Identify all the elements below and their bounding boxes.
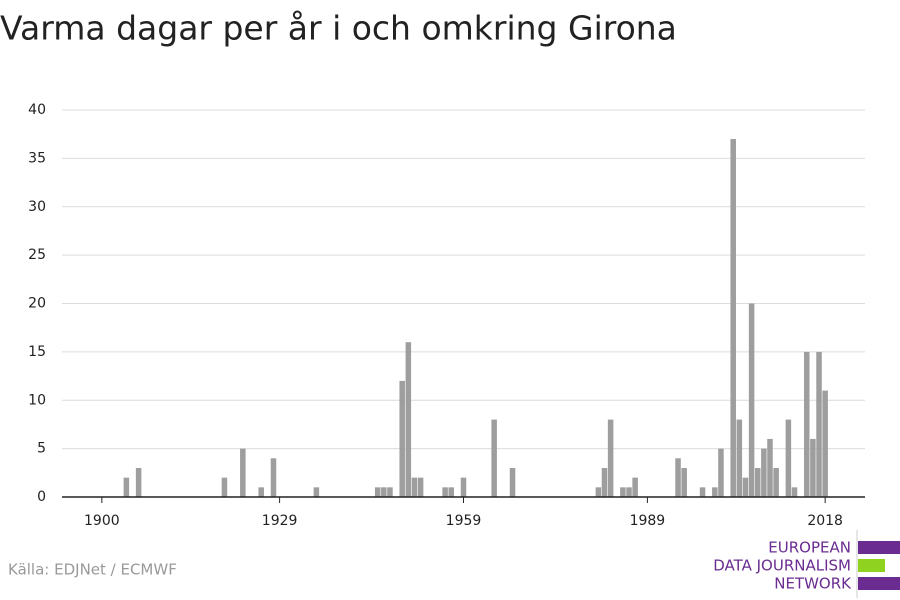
- x-tick-label: 2018: [807, 513, 843, 529]
- y-tick-label: 40: [28, 102, 46, 118]
- bar: [742, 477, 749, 497]
- y-tick-label: 35: [28, 150, 46, 166]
- y-tick-label: 15: [28, 344, 46, 360]
- y-tick-label: 20: [28, 296, 46, 312]
- bar: [626, 487, 632, 497]
- bar: [123, 477, 130, 497]
- bar: [387, 487, 393, 497]
- bar: [595, 487, 602, 497]
- source: Källa: EDJNet / ECMWF: [8, 561, 177, 579]
- bar: [632, 477, 638, 497]
- bar: [240, 448, 246, 497]
- bar: [374, 487, 381, 497]
- bar: [748, 303, 755, 497]
- chart-title: Varma dagar per år i och omkring Girona: [0, 9, 677, 48]
- bar: [785, 419, 792, 497]
- bar: [135, 467, 142, 497]
- logo-text: NETWORK: [774, 575, 852, 593]
- bar: [270, 458, 277, 497]
- bar: [381, 487, 387, 497]
- bar: [718, 448, 724, 497]
- x-tick-label: 1959: [446, 513, 482, 529]
- bar: [411, 477, 418, 497]
- bar: [761, 448, 767, 497]
- logo-text: DATA JOURNALISM: [713, 557, 851, 575]
- y-tick-label: 30: [28, 199, 46, 215]
- bar: [730, 139, 736, 497]
- bar: [767, 438, 773, 497]
- bar: [675, 458, 681, 497]
- bar: [405, 342, 412, 497]
- bar: [816, 351, 822, 497]
- logo-bar: [858, 577, 900, 590]
- bar: [773, 467, 779, 497]
- bar: [509, 467, 516, 497]
- bar: [699, 487, 706, 497]
- x-tick-label: 1989: [630, 513, 666, 529]
- logo-bar: [858, 559, 885, 572]
- logo-text: EUROPEAN: [768, 539, 851, 557]
- bar: [601, 467, 608, 497]
- bar: [258, 487, 264, 497]
- bar: [313, 487, 320, 497]
- y-tick-label: 5: [37, 441, 46, 457]
- bar: [399, 380, 405, 497]
- bar: [822, 390, 828, 497]
- bar: [221, 477, 228, 497]
- bar: [448, 487, 454, 497]
- bar: [754, 467, 761, 497]
- bar: [442, 487, 448, 497]
- bar: [620, 487, 626, 497]
- y-tick-label: 0: [37, 489, 46, 505]
- x-tick-label: 1929: [262, 513, 298, 529]
- bar: [804, 351, 810, 497]
- bar: [810, 438, 816, 497]
- bar: [681, 467, 687, 497]
- x-tick-label: 1900: [84, 513, 120, 529]
- bar: [417, 477, 424, 497]
- bar: [607, 419, 614, 497]
- bar: [791, 487, 798, 497]
- y-tick-label: 25: [28, 247, 46, 263]
- bar: [736, 419, 743, 497]
- logo-bar: [858, 541, 900, 554]
- bar: [460, 477, 467, 497]
- bar: [491, 419, 497, 497]
- bar: [712, 487, 718, 497]
- y-tick-label: 10: [28, 392, 46, 408]
